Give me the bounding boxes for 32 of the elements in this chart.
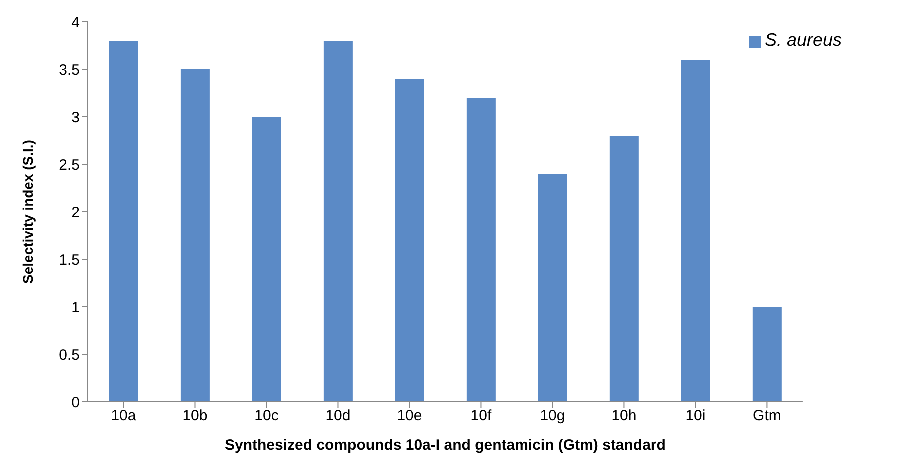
x-tick-label: Gtm — [753, 408, 782, 425]
bar — [610, 136, 639, 402]
bar — [109, 41, 138, 402]
x-tick-label: 10b — [182, 408, 208, 425]
y-tick-label: 2 — [72, 204, 80, 222]
y-tick-label: 1 — [72, 299, 80, 316]
bar — [538, 174, 568, 402]
x-axis-title: Synthesized compounds 10a-I and gentamicin (Gtm) standard — [225, 437, 666, 454]
y-tick-label: 3 — [72, 109, 80, 126]
x-tick-label: 10i — [686, 408, 706, 425]
bar — [466, 98, 496, 402]
bar — [395, 79, 424, 402]
bar — [752, 307, 782, 402]
y-tick-label: 4 — [72, 14, 80, 32]
legend-label: S. aureus — [764, 30, 842, 50]
y-tick-label: 2.5 — [59, 156, 80, 174]
bar — [324, 41, 353, 402]
bar — [681, 60, 710, 402]
y-axis-title: Selectivity index (S.I.) — [20, 140, 36, 284]
y-tick-label: 0.5 — [59, 346, 80, 364]
bar — [252, 117, 282, 402]
x-tick-label: 10d — [326, 408, 351, 425]
y-tick-label: 3.5 — [59, 62, 80, 79]
bar — [180, 70, 210, 402]
x-tick-label: 10a — [111, 408, 137, 425]
y-tick-label: 1.5 — [59, 252, 80, 269]
x-tick-label: 10e — [397, 408, 422, 425]
x-tick-label: 10f — [470, 408, 492, 425]
y-tick-label: 0 — [72, 394, 80, 412]
x-tick-label: 10h — [612, 408, 637, 425]
x-tick-label: 10c — [254, 408, 280, 425]
x-tick-label: 10g — [540, 408, 566, 425]
